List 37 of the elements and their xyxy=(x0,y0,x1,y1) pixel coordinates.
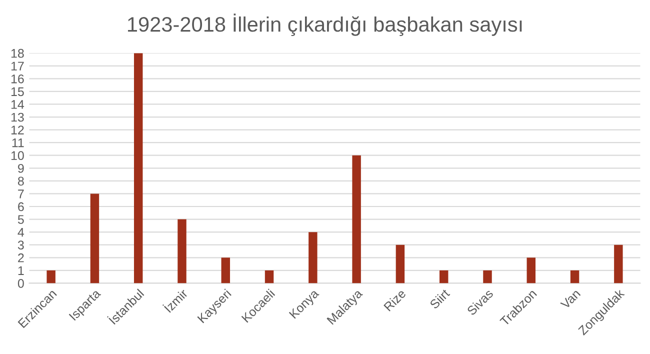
y-tick-label: 1 xyxy=(18,266,24,275)
y-tick-label: 5 xyxy=(18,215,24,224)
y-tick-label: 7 xyxy=(18,190,24,198)
y-tick-label: 16 xyxy=(11,74,24,84)
y-tick-label: 0 xyxy=(18,279,24,288)
y-tick-label: 8 xyxy=(18,176,24,186)
bar xyxy=(90,194,100,284)
x-tick-label: Van xyxy=(560,288,581,310)
x-tick-label: Siirt xyxy=(429,288,450,310)
bar xyxy=(439,270,448,284)
bar xyxy=(396,244,405,284)
chart-title: 1923-2018 İllerin çıkardığı başbakan sayısı xyxy=(128,14,522,36)
bar xyxy=(178,219,186,284)
bar xyxy=(483,270,492,284)
bar xyxy=(221,258,230,284)
bar xyxy=(614,244,623,284)
y-tick-label: 17 xyxy=(11,62,24,70)
y-tick-label: 2 xyxy=(18,253,24,262)
y-tick-label: 18 xyxy=(11,48,24,58)
bar xyxy=(570,270,580,284)
bar xyxy=(134,53,143,284)
y-tick-label: 3 xyxy=(18,240,24,250)
bar xyxy=(526,258,536,284)
bar xyxy=(308,232,318,284)
bar xyxy=(264,270,274,284)
bar xyxy=(46,270,56,284)
y-tick-label: 11 xyxy=(12,138,24,148)
y-tick-label: 15 xyxy=(11,87,24,96)
y-tick-label: 14 xyxy=(11,100,24,109)
y-tick-label: 13 xyxy=(11,112,24,122)
y-tick-label: 4 xyxy=(18,228,24,237)
y-tick-label: 12 xyxy=(11,126,24,134)
bar xyxy=(352,155,361,284)
x-tick-label: Rize xyxy=(383,288,406,312)
y-tick-label: 9 xyxy=(18,164,24,173)
y-tick-label: 10 xyxy=(11,151,24,160)
y-tick-label: 6 xyxy=(18,202,24,212)
